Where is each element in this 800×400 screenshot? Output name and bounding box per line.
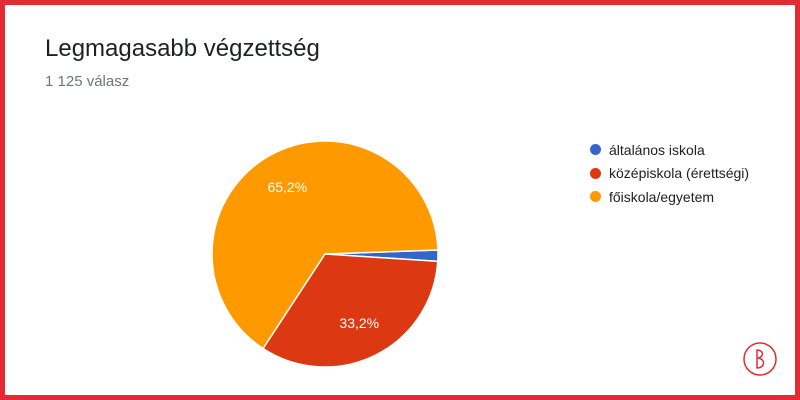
legend-label: általános iskola: [609, 141, 705, 158]
legend-swatch-icon: [590, 144, 601, 156]
slice-data-label-3: 65,2%: [267, 179, 307, 195]
pie-slice-3: [211, 140, 439, 350]
legend-label: főiskola/egyetem: [609, 188, 715, 205]
brand-logo-icon: [743, 342, 777, 376]
chart-title: Legmagasabb végzettség: [45, 35, 320, 62]
legend-item-3[interactable]: főiskola/egyetem: [590, 185, 749, 209]
legend-swatch-icon: [590, 191, 601, 203]
legend-label: középiskola (érettségi): [609, 165, 750, 182]
slice-data-label-2: 33,2%: [339, 315, 379, 331]
response-count: 1 125 válasz: [45, 73, 130, 90]
legend-item-1[interactable]: általános iskola: [590, 138, 749, 162]
chart-legend: általános iskola középiskola (érettségi) f…: [590, 138, 749, 209]
legend-swatch-icon: [590, 167, 601, 179]
legend-item-2[interactable]: középiskola (érettségi): [590, 162, 749, 186]
